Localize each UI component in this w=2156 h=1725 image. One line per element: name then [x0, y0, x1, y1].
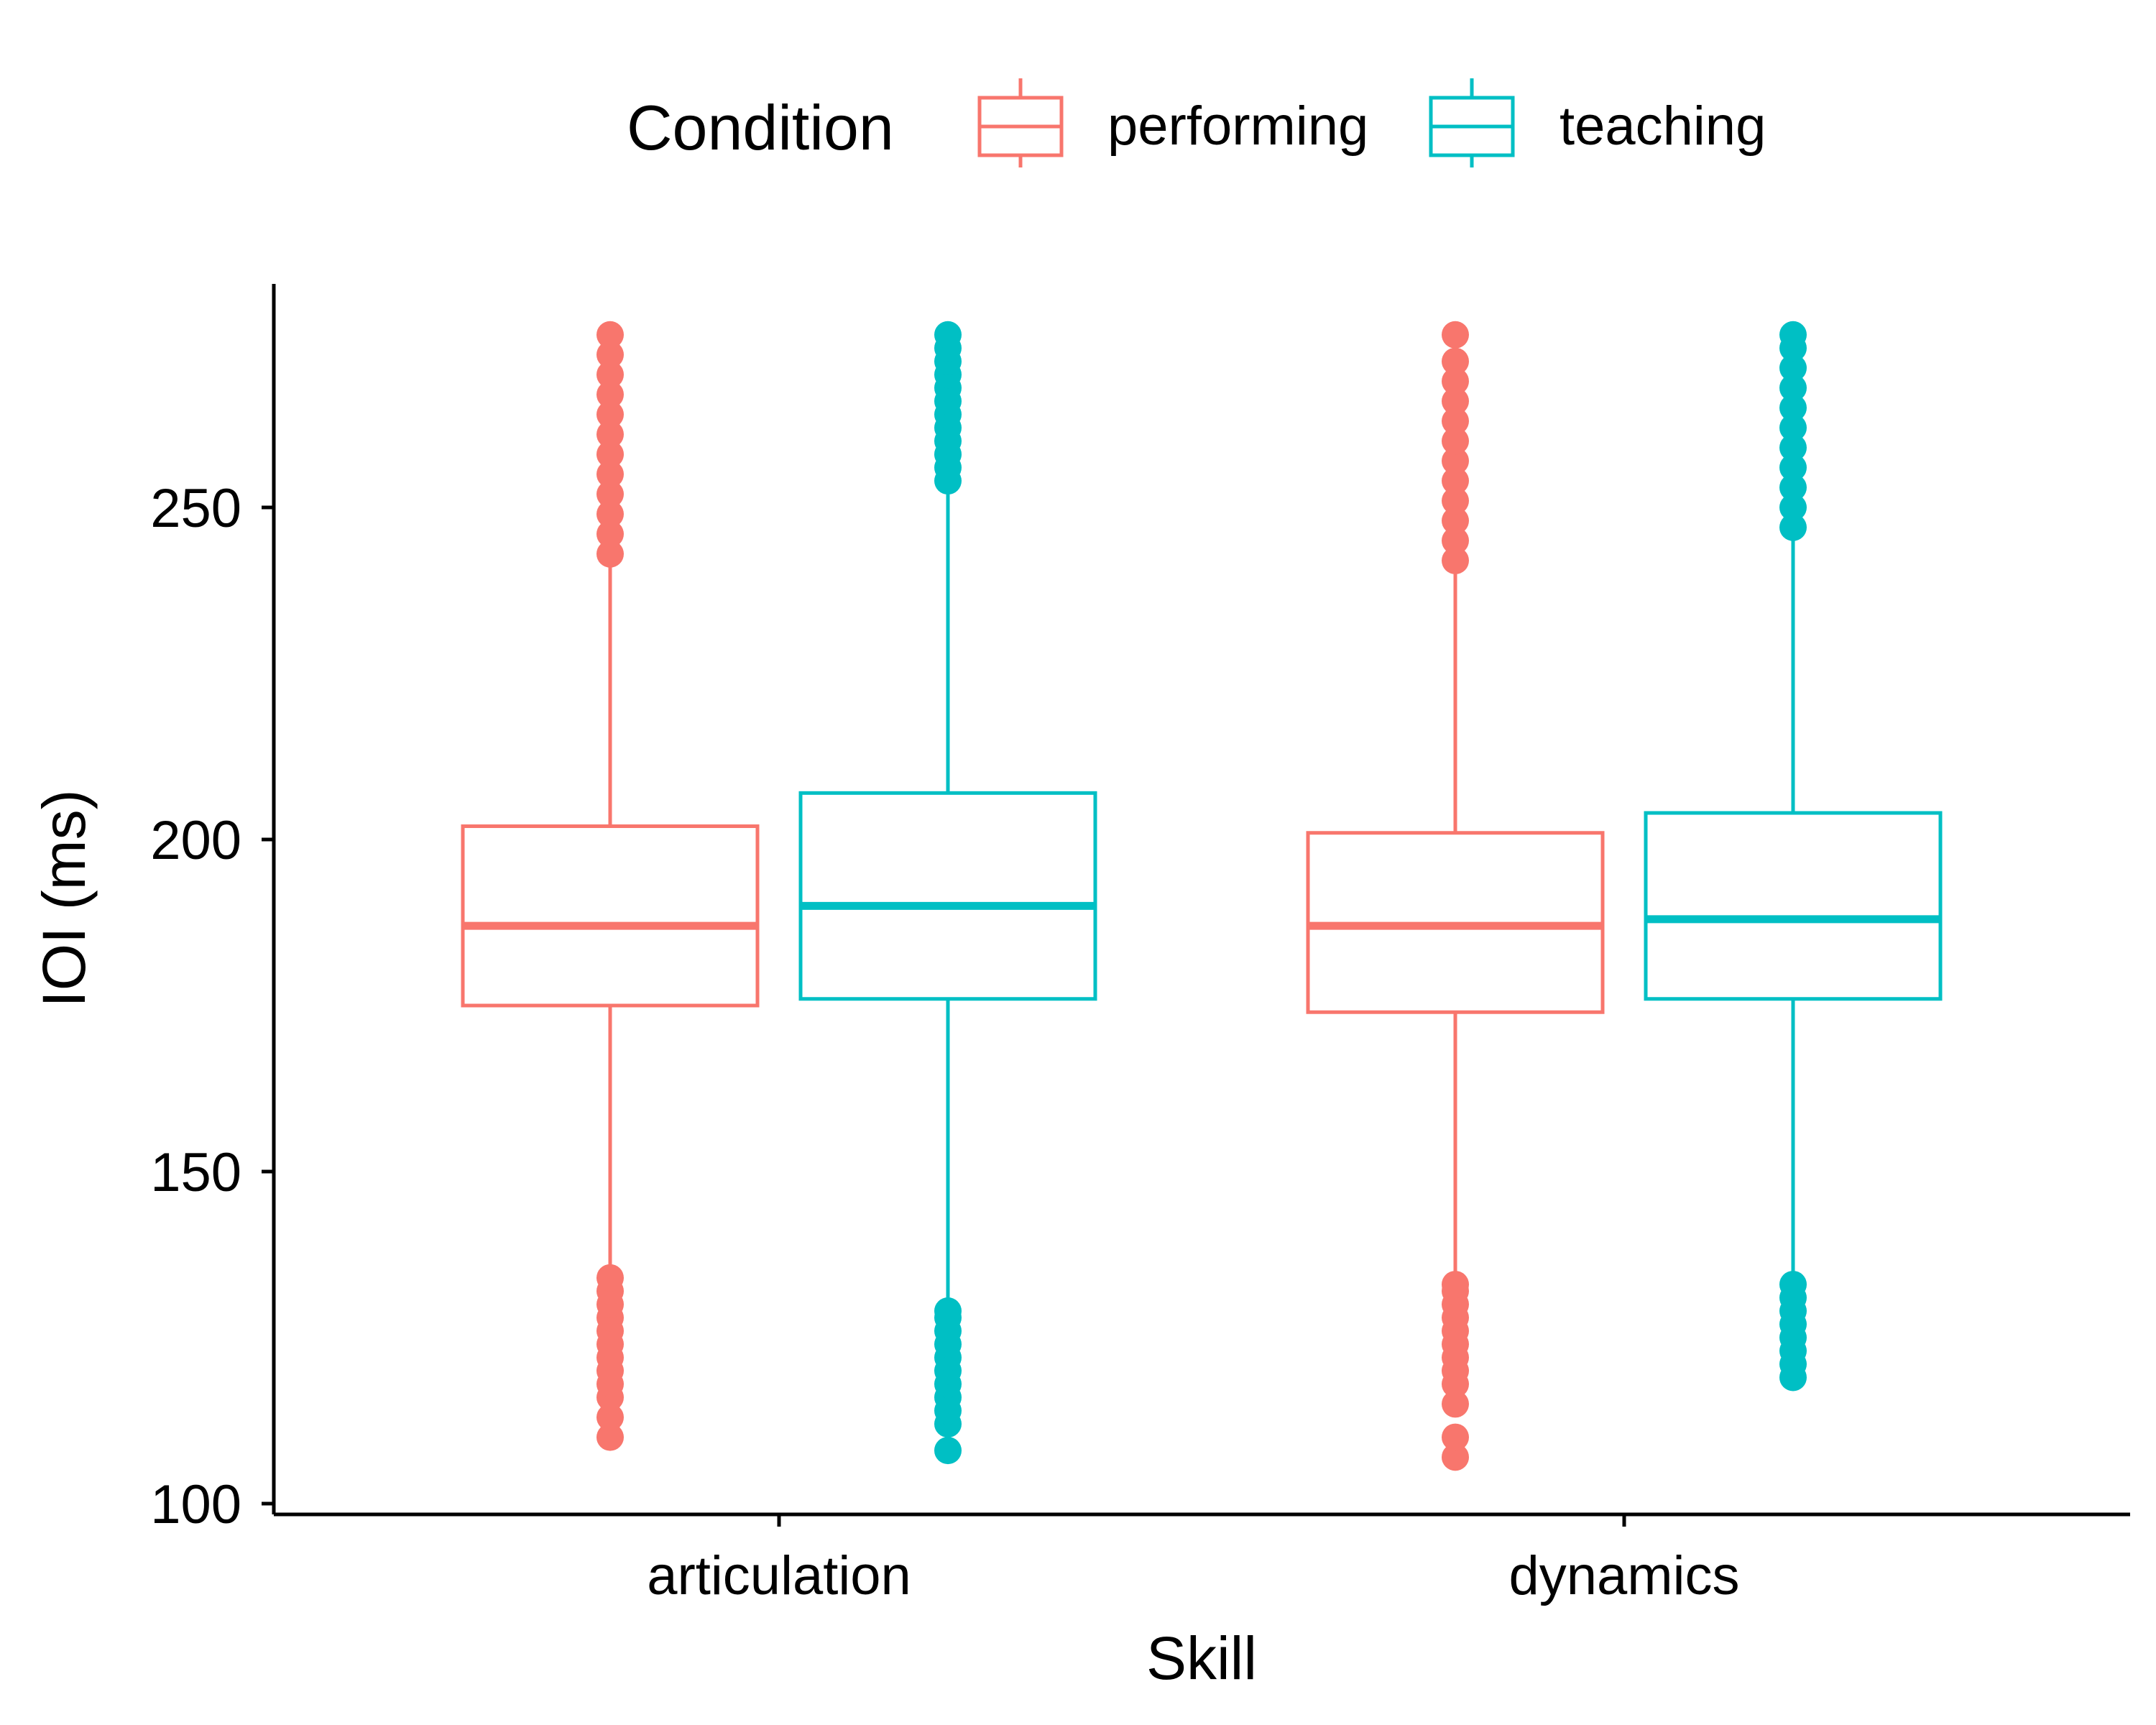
outlier-point: [1442, 467, 1469, 495]
outlier-point: [596, 460, 624, 488]
box-iqr: [1644, 811, 1943, 1001]
outlier-point: [934, 1297, 962, 1325]
outlier-point: [1779, 1271, 1807, 1299]
legend-label-teaching: teaching: [1560, 96, 1766, 157]
box-teaching-articulation: [798, 321, 1097, 1465]
outlier-point: [1442, 367, 1469, 395]
box-performing-articulation: [461, 321, 760, 1451]
outlier-point: [1779, 354, 1807, 382]
outlier-point: [1442, 546, 1469, 574]
outlier-point: [596, 380, 624, 408]
outlier-point: [1442, 1271, 1469, 1299]
y-tick-label: 150: [150, 1142, 241, 1203]
outlier-point: [1442, 1423, 1469, 1451]
outlier-point: [1779, 474, 1807, 502]
outlier-point: [1779, 454, 1807, 482]
outlier-point: [934, 1437, 962, 1465]
outlier-point: [1442, 387, 1469, 415]
outlier-point: [1442, 321, 1469, 349]
outlier-point: [596, 400, 624, 428]
y-tick-label: 200: [150, 810, 241, 871]
outlier-point: [596, 1403, 624, 1431]
outlier-point: [1779, 414, 1807, 442]
legend-label-performing: performing: [1107, 96, 1368, 157]
x-tick-label-dynamics: dynamics: [1509, 1545, 1740, 1606]
legend: Condition performing teaching: [627, 78, 1766, 167]
outlier-point: [596, 341, 624, 369]
outlier-point: [596, 441, 624, 469]
outlier-point: [934, 321, 962, 349]
outlier-point: [596, 500, 624, 528]
legend-key-performing: [977, 78, 1064, 167]
outlier-point: [1442, 507, 1469, 535]
outlier-point: [1779, 321, 1807, 349]
y-tick-label: 100: [150, 1474, 241, 1535]
outlier-point: [1442, 347, 1469, 375]
x-axis-title: Skill: [1146, 1624, 1257, 1692]
x-axis: articulation dynamics: [647, 1514, 1740, 1606]
outlier-point: [1779, 394, 1807, 422]
outlier-point: [1442, 447, 1469, 475]
outlier-point: [1779, 513, 1807, 541]
plot-area: [461, 321, 1943, 1471]
y-axis: 100 150 200 250: [150, 478, 274, 1535]
outlier-point: [1442, 427, 1469, 455]
outlier-point: [1442, 487, 1469, 515]
legend-title: Condition: [627, 92, 894, 163]
outlier-point: [1442, 1390, 1469, 1418]
x-tick-label-articulation: articulation: [647, 1545, 911, 1606]
outlier-point: [596, 1264, 624, 1292]
box-iqr: [798, 791, 1097, 1001]
outlier-point: [1442, 407, 1469, 435]
y-tick-label: 250: [150, 478, 241, 539]
outlier-point: [1779, 374, 1807, 402]
outlier-point: [596, 480, 624, 508]
outlier-point: [1779, 494, 1807, 521]
y-axis-title: IOI (ms): [30, 789, 98, 1007]
outlier-point: [596, 321, 624, 349]
outlier-point: [1442, 527, 1469, 555]
outlier-point: [596, 420, 624, 448]
outlier-point: [596, 520, 624, 548]
box-teaching-dynamics: [1644, 321, 1943, 1392]
outlier-point: [596, 1423, 624, 1451]
outlier-point: [1442, 1443, 1469, 1471]
outlier-point: [596, 540, 624, 568]
box-performing-dynamics: [1306, 321, 1605, 1471]
box-iqr: [461, 824, 760, 1008]
outlier-point: [1779, 433, 1807, 461]
legend-key-teaching: [1429, 78, 1515, 167]
outlier-point: [596, 361, 624, 389]
